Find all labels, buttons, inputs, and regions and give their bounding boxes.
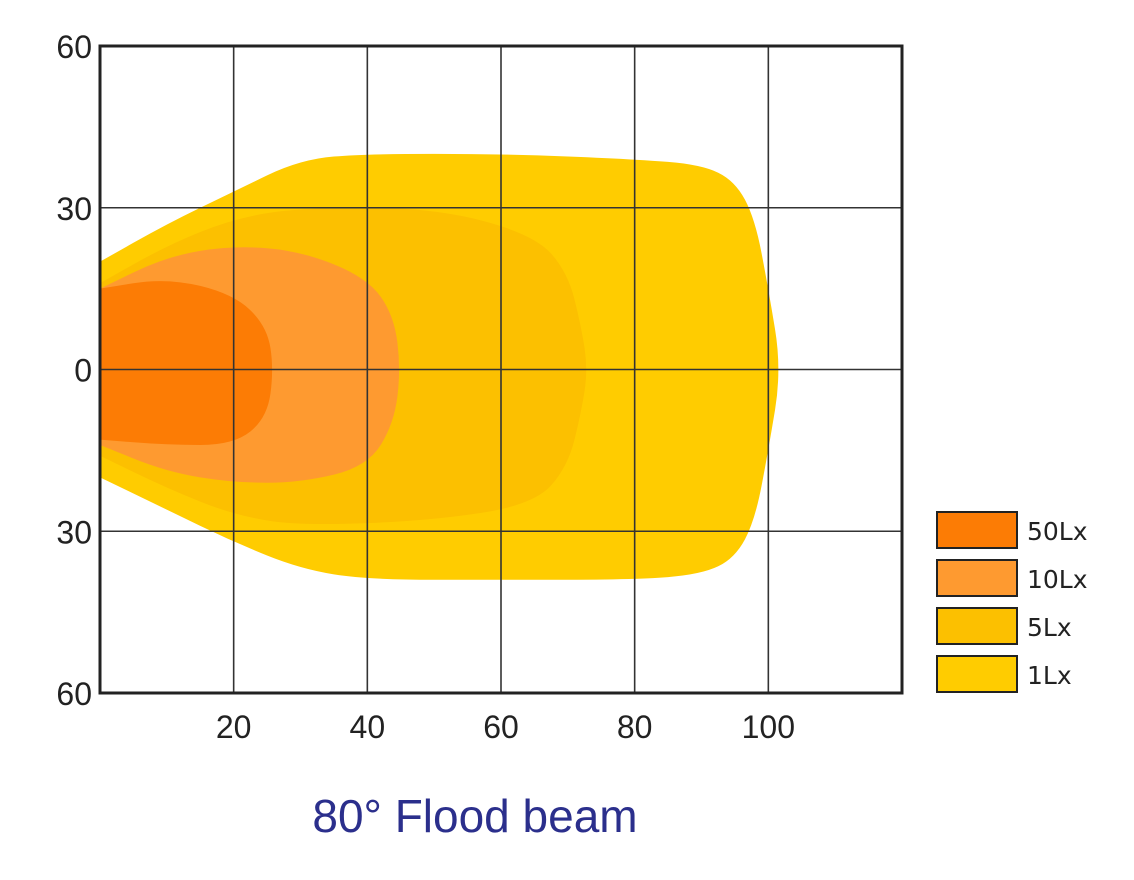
beam-areas [100, 153, 779, 580]
x-tick-label: 80 [617, 709, 653, 745]
x-tick-label: 40 [350, 709, 386, 745]
grid-lines [100, 46, 902, 693]
y-tick-label: 60 [56, 29, 92, 65]
x-tick-label: 20 [216, 709, 252, 745]
legend-label-5lx: 5Lx [1027, 613, 1072, 642]
x-tick-label: 60 [483, 709, 519, 745]
legend-swatch-5lx [936, 607, 1018, 645]
y-tick-label: 60 [56, 676, 92, 712]
legend-label-1lx: 1Lx [1027, 661, 1072, 690]
y-tick-label: 0 [74, 353, 92, 389]
plot-frame [98, 44, 904, 695]
legend-swatch-10lx [936, 559, 1018, 597]
x-axis-ticks: 20 40 60 80 100 [216, 709, 795, 745]
x-tick-label: 100 [742, 709, 795, 745]
legend-label-10lx: 10Lx [1027, 565, 1088, 594]
legend: 50Lx 10Lx 5Lx 1Lx [936, 511, 1088, 693]
legend-label-50lx: 50Lx [1027, 517, 1088, 546]
legend-swatch-1lx [936, 655, 1018, 693]
y-tick-label: 30 [56, 514, 92, 550]
area-50lx [100, 281, 273, 445]
legend-swatch-50lx [936, 511, 1018, 549]
y-tick-label: 30 [56, 191, 92, 227]
y-axis-ticks: 60 30 0 30 60 [56, 29, 92, 712]
chart-title: 80° Flood beam [312, 790, 637, 842]
